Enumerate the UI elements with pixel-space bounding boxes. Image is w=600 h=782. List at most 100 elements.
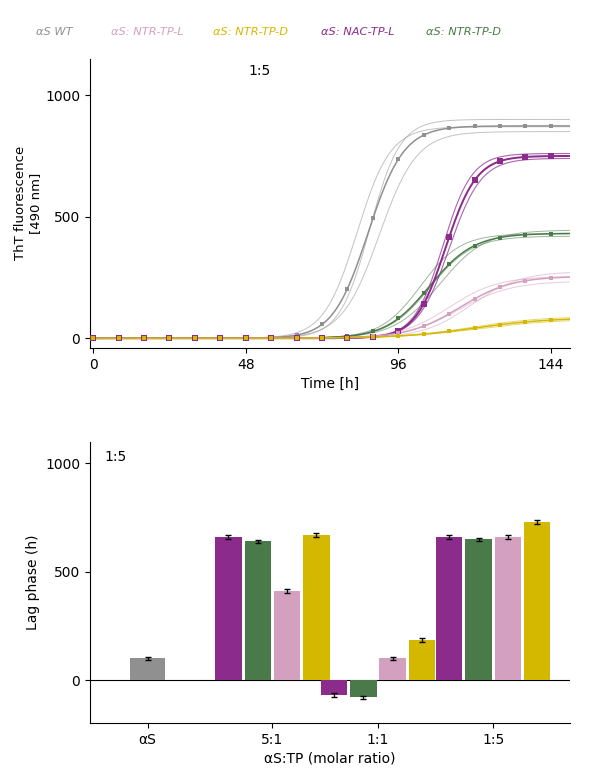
Point [521,120,530,132]
Point [368,212,378,224]
Point [394,325,403,337]
Point [445,258,454,271]
Point [190,332,200,345]
Point [495,120,505,132]
Point [241,332,251,345]
Point [317,332,327,344]
Point [164,332,174,345]
Bar [130,658,165,680]
Text: 1:5: 1:5 [248,64,271,78]
Point [139,332,149,345]
Point [292,332,301,344]
Point [521,151,530,163]
Point [368,331,378,343]
Point [317,332,327,344]
Bar [379,658,406,680]
Point [241,332,251,345]
Text: αS: NAC-TP-L: αS: NAC-TP-L [321,27,395,38]
Point [292,332,301,344]
Point [394,330,403,343]
Point [88,332,98,345]
Point [343,282,352,295]
Point [368,325,378,338]
Bar [409,640,435,680]
Point [241,332,251,344]
Point [343,332,352,344]
Point [343,332,352,344]
X-axis label: αS:TP (molar ratio): αS:TP (molar ratio) [264,752,396,766]
Point [190,332,200,345]
Point [114,332,124,345]
Point [215,332,225,345]
Point [419,328,428,340]
Bar [215,537,242,680]
Text: 1:5: 1:5 [104,450,127,465]
Point [317,332,327,344]
Point [266,332,276,345]
Y-axis label: ThT fluorescence
[490 nm]: ThT fluorescence [490 nm] [14,146,43,260]
Point [164,332,174,345]
Point [164,332,174,345]
Point [521,316,530,328]
Point [546,150,556,163]
Point [266,332,276,344]
Point [445,231,454,243]
Bar [245,541,271,680]
Point [368,330,378,343]
Point [470,174,479,186]
Point [546,271,556,284]
Point [88,332,98,345]
Text: αS WT: αS WT [36,27,73,38]
Point [470,322,479,335]
Point [495,318,505,331]
Bar [303,535,329,680]
Point [495,155,505,167]
Point [368,331,378,343]
Point [215,332,225,345]
Point [546,228,556,240]
Point [317,318,327,331]
Bar [350,680,377,698]
Point [394,327,403,339]
Point [139,332,149,345]
Point [88,332,98,345]
Point [546,120,556,132]
Point [266,332,276,345]
Point [215,332,225,345]
Point [114,332,124,345]
Point [241,332,251,345]
Point [495,281,505,293]
Point [419,129,428,142]
Point [419,287,428,300]
Bar [321,680,347,695]
Point [266,332,276,344]
Point [139,332,149,345]
Point [419,297,428,310]
Bar [274,591,300,680]
Point [114,332,124,345]
Point [215,332,225,345]
Bar [524,522,550,680]
Point [495,231,505,244]
Y-axis label: Lag phase (h): Lag phase (h) [26,535,40,630]
Point [470,239,479,252]
Point [88,332,98,345]
Point [190,332,200,345]
Text: αS: NTR-TP-D: αS: NTR-TP-D [213,27,288,38]
Point [292,332,301,344]
Point [139,332,149,345]
Point [343,330,352,343]
Point [114,332,124,345]
Point [164,332,174,345]
X-axis label: Time [h]: Time [h] [301,377,359,391]
Point [292,328,301,341]
Point [139,332,149,345]
Point [190,332,200,345]
Text: αS: NTR-TP-D: αS: NTR-TP-D [426,27,501,38]
Point [445,307,454,320]
Point [241,332,251,345]
Point [470,120,479,133]
Point [394,153,403,166]
Point [266,332,276,344]
Point [394,312,403,325]
